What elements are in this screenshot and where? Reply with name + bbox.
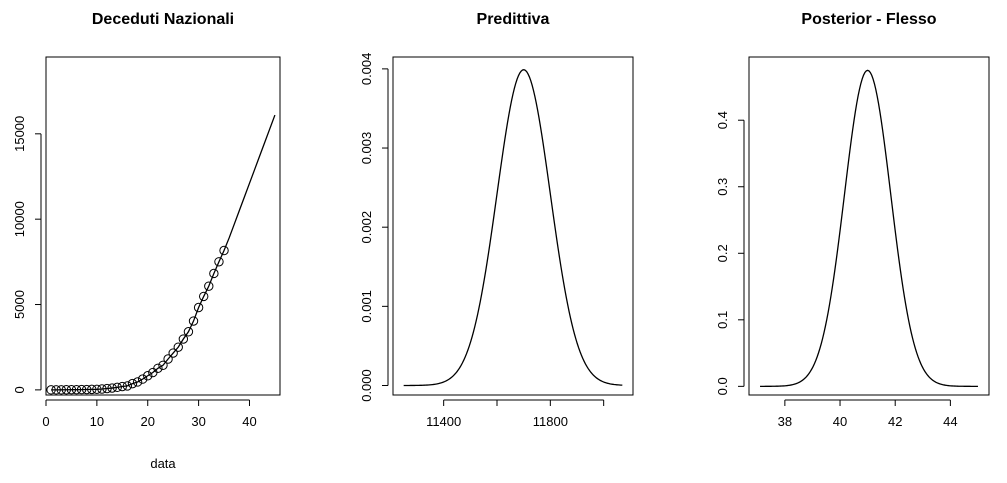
data-point (204, 281, 214, 291)
x-tick-label: 11800 (533, 414, 568, 429)
x-tick-label: 11400 (426, 414, 461, 429)
chart-panel-2: Predittiva 11400 11800 0.000 0.001 0.002 0.003… (359, 11, 634, 429)
data-point (209, 268, 219, 279)
y-tick-label: 5000 (12, 290, 27, 319)
plot-frame (748, 56, 990, 396)
density-curve (760, 69, 978, 388)
density-curve (403, 69, 623, 387)
chart-title: Posterior - Flesso (801, 11, 936, 28)
data-point (193, 302, 204, 313)
y-tick-label: 0.2 (715, 244, 730, 262)
trend-line (51, 114, 276, 391)
data-point (214, 257, 224, 267)
data-point (137, 374, 148, 384)
y-tick-label: 0 (12, 386, 27, 393)
chart-title: Predittiva (477, 11, 550, 28)
y-tick-label: 0.3 (715, 178, 730, 196)
x-tick-label: 40 (833, 414, 847, 429)
y-tick-label: 0.1 (715, 311, 730, 329)
plot-frame (392, 56, 634, 396)
x-axis-label: data (150, 456, 176, 471)
x-tick-label: 0 (42, 414, 49, 429)
x-tick-label: 40 (242, 414, 256, 429)
data-point (127, 378, 138, 389)
x-tick-label: 10 (90, 414, 104, 429)
x-tick-label: 38 (778, 414, 792, 429)
data-point (173, 342, 183, 352)
y-tick-label: 0.002 (359, 211, 374, 244)
y-tick-label: 10000 (12, 201, 27, 237)
y-tick-label: 0.0 (715, 377, 730, 395)
chart-panel-3: Posterior - Flesso 38 40 42 44 0.0 0.1 0.2 0.3 0.… (715, 11, 990, 429)
x-tick-label: 20 (141, 414, 155, 429)
data-point (153, 363, 163, 373)
data-point (158, 360, 168, 370)
data-point (143, 371, 153, 381)
data-point (219, 245, 229, 256)
x-tick-label: 42 (888, 414, 902, 429)
data-point (168, 348, 178, 358)
x-tick-label: 30 (191, 414, 205, 429)
data-point (163, 354, 173, 364)
y-tick-label: 0.001 (359, 290, 374, 323)
data-point (178, 334, 189, 344)
y-tick-label: 0.4 (715, 111, 730, 129)
y-tick-label: 0.003 (359, 132, 374, 165)
data-point (188, 316, 199, 326)
data-point (199, 291, 209, 302)
chart-panel-1: Deceduti Nazionali 0 10 20 30 40 0 5000 10000 150… (12, 11, 281, 471)
chart-title: Deceduti Nazionali (92, 11, 234, 28)
y-tick-label: 0.000 (359, 369, 374, 402)
y-tick-label: 15000 (12, 116, 27, 152)
data-point (132, 377, 143, 387)
plot-frame (45, 56, 281, 396)
y-tick-label: 0.004 (359, 53, 374, 86)
x-tick-label: 44 (943, 414, 957, 429)
data-point (183, 327, 194, 337)
